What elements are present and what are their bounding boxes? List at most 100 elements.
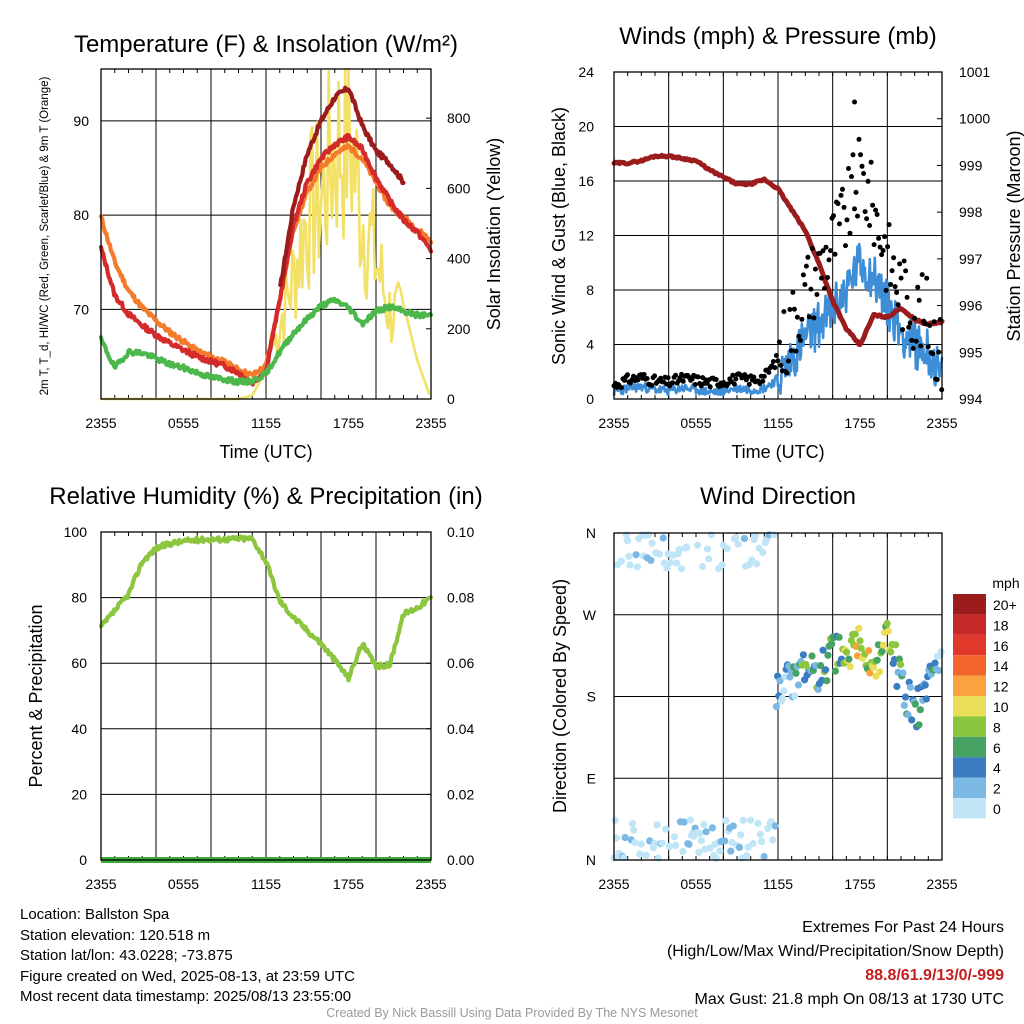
- gust-point: [898, 275, 904, 281]
- direction-point: [644, 531, 653, 539]
- direction-point: [699, 563, 707, 571]
- gust-point: [652, 373, 658, 379]
- gust-point: [695, 374, 701, 380]
- x-tick-label: 2355: [85, 415, 116, 431]
- direction-point: [705, 555, 713, 563]
- gust-point: [847, 230, 853, 236]
- colorbar-label: 2: [993, 781, 1001, 797]
- winds-ylabel: Sonic Wind & Gust (Blue, Black): [549, 107, 569, 365]
- colorbar-swatch: [953, 614, 986, 635]
- colorbar-swatch: [953, 736, 986, 758]
- gust-point: [862, 209, 868, 215]
- gust-point: [635, 377, 641, 383]
- gust-point: [906, 324, 912, 330]
- direction-point: [734, 540, 742, 548]
- direction-point: [696, 829, 704, 838]
- gust-point: [910, 345, 916, 351]
- direction-point: [722, 817, 730, 825]
- series-sonic-wind-line: [612, 242, 944, 397]
- y2-tick-label: 600: [447, 180, 471, 196]
- grid-lines: [155, 532, 377, 860]
- direction-plot-frame: [613, 532, 943, 861]
- direction-point: [683, 543, 691, 552]
- direction-point: [621, 833, 629, 842]
- y2-tick-label: 0: [447, 391, 455, 407]
- gust-point: [853, 189, 859, 195]
- location-text: Location: Ballston Spa: [20, 906, 170, 923]
- direction-point: [630, 826, 638, 834]
- direction-point: [732, 533, 740, 542]
- x-tick-label: 1155: [763, 876, 793, 892]
- gust-point: [796, 333, 802, 339]
- gust-point: [831, 213, 836, 219]
- gust-point: [883, 287, 889, 293]
- direction-point: [846, 663, 854, 671]
- gust-point: [873, 207, 879, 213]
- direction-point: [776, 677, 784, 685]
- gust-point: [936, 349, 942, 355]
- direction-point: [675, 546, 683, 554]
- gust-point: [772, 365, 778, 371]
- gust-point: [641, 372, 647, 377]
- y-tick-label: 20: [71, 786, 87, 802]
- temperature-ylabel: 2m T, T_d, HI/WC (Red, Green, Scarlet/Bl…: [39, 76, 51, 395]
- direction-point: [695, 848, 703, 857]
- direction-point: [751, 531, 760, 540]
- x-tick-label: 2355: [598, 876, 629, 892]
- direction-point: [786, 673, 794, 681]
- direction-point: [753, 560, 761, 568]
- x-tick-label: 0555: [680, 415, 711, 431]
- direction-point: [878, 647, 886, 655]
- direction-point: [901, 693, 910, 701]
- direction-point: [727, 847, 735, 855]
- direction-point: [808, 652, 816, 660]
- y2-tick-label: 400: [447, 251, 471, 267]
- gust-point: [867, 223, 873, 228]
- direction-point: [716, 847, 724, 855]
- gust-point: [891, 255, 897, 261]
- x-tick-label: 1155: [251, 876, 281, 892]
- series-hi-wc-line: [278, 85, 406, 288]
- y2-tick-label: 0.10: [447, 524, 474, 540]
- direction-point: [679, 847, 687, 856]
- temperature-xlabel: Time (UTC): [219, 442, 312, 462]
- gust-point: [850, 152, 856, 158]
- gust-point: [665, 375, 671, 381]
- direction-point: [792, 669, 800, 677]
- colorbar-label: 20+: [993, 597, 1017, 613]
- colorbar-swatch: [953, 655, 986, 676]
- colorbar-label: 18: [993, 617, 1009, 633]
- direction-point: [856, 637, 864, 645]
- direction-tick-label: N: [586, 525, 596, 541]
- colorbar-label: 12: [993, 679, 1009, 695]
- gust-point: [870, 202, 876, 208]
- y-tick-label: 8: [586, 282, 594, 298]
- gust-point: [876, 235, 882, 241]
- direction-point: [865, 647, 873, 655]
- gust-point: [864, 216, 870, 222]
- gust-point: [886, 222, 892, 228]
- direction-point: [931, 659, 939, 667]
- direction-point: [921, 681, 929, 689]
- colorbar-label: 6: [993, 740, 1001, 756]
- x-tick-label: 0555: [168, 415, 199, 431]
- gust-point: [892, 284, 898, 290]
- y2-tick-label: 999: [959, 157, 983, 173]
- gust-point: [915, 284, 921, 290]
- direction-point: [754, 819, 762, 828]
- direction-point: [743, 852, 751, 860]
- x-tick-label: 1755: [844, 876, 875, 892]
- direction-point: [857, 644, 865, 652]
- direction-point: [842, 648, 851, 656]
- direction-point: [637, 840, 645, 848]
- gust-point: [903, 268, 909, 274]
- gust-point: [730, 372, 736, 378]
- direction-point: [899, 669, 907, 677]
- gust-point: [918, 343, 924, 349]
- direction-point: [819, 646, 827, 654]
- direction-point: [737, 831, 745, 839]
- peak-gust-point: [852, 99, 858, 105]
- extremes-legend: (High/Low/Max Wind/Precipitation/Snow De…: [666, 943, 1004, 960]
- gust-point: [855, 213, 860, 219]
